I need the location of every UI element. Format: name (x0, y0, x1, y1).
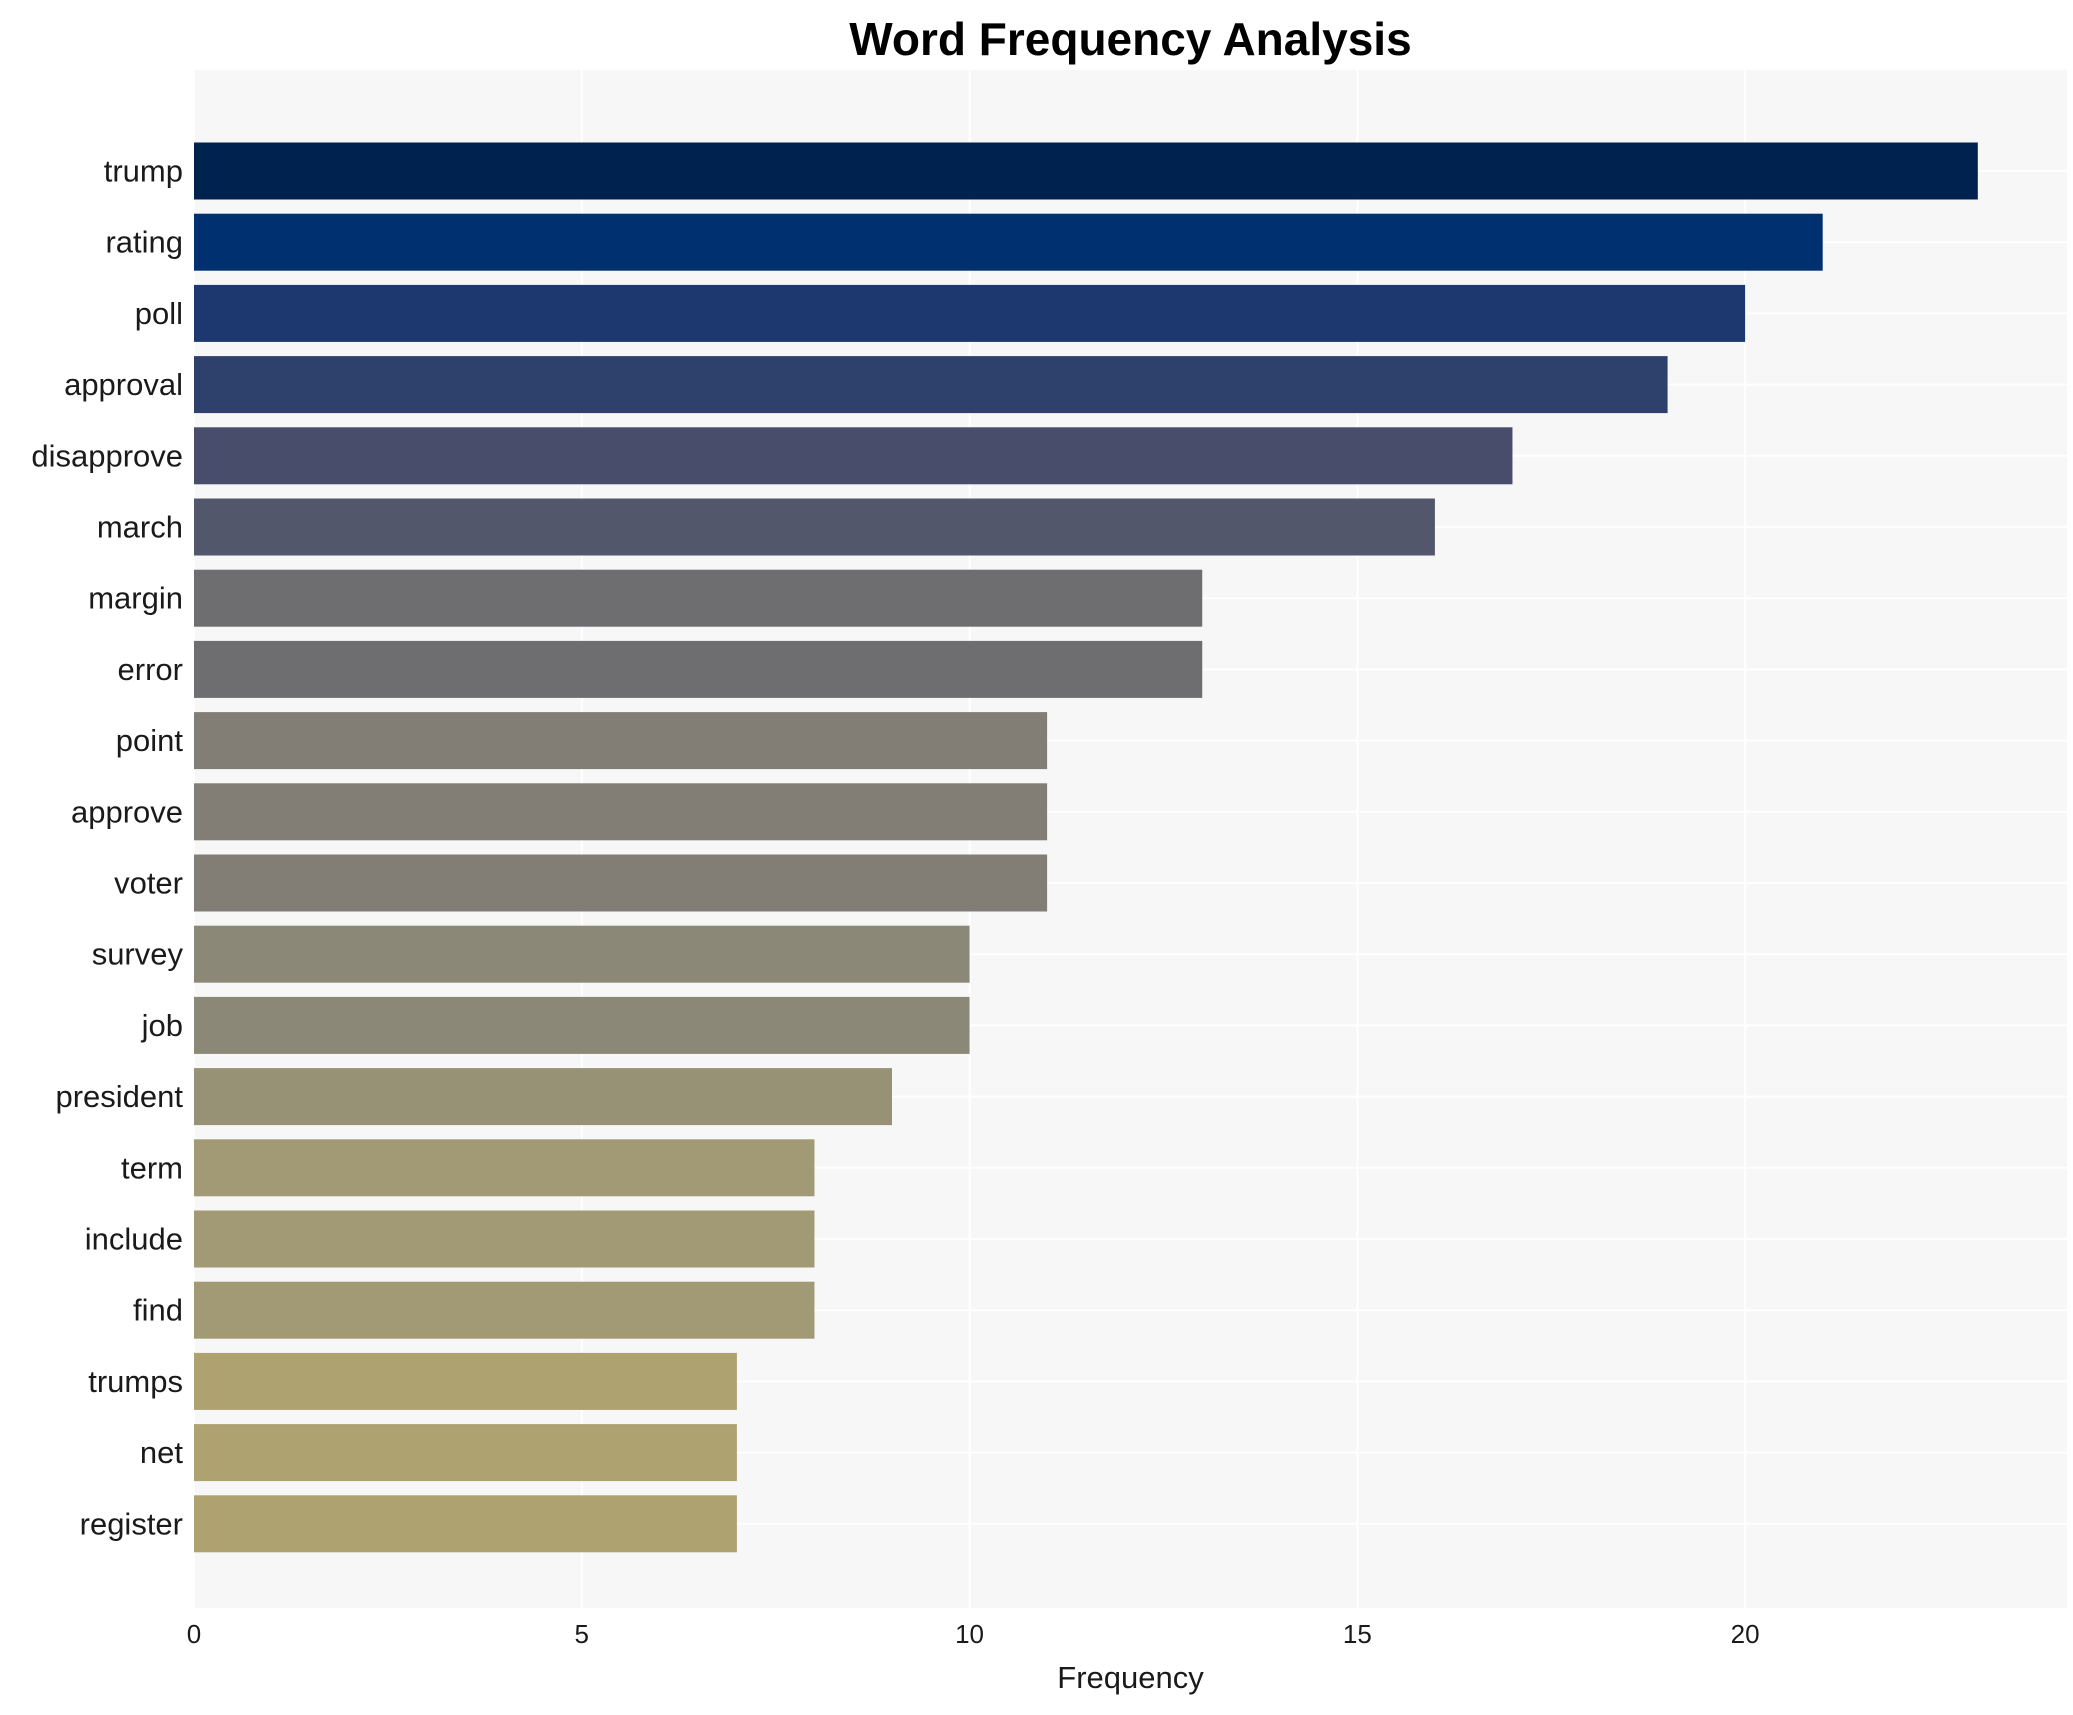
category-label-poll: poll (135, 296, 183, 331)
category-labels: trump rating poll approval disapprove march ma… (31, 154, 183, 1542)
bar-include (194, 1210, 815, 1268)
category-label-approve: approve (71, 794, 183, 829)
bar-poll (194, 284, 1746, 342)
bar-term (194, 1139, 815, 1197)
x-tick-label: 20 (1731, 1619, 1760, 1649)
bar-job (194, 996, 970, 1054)
bar-approval (194, 356, 1668, 414)
bar-disapprove (194, 427, 1513, 485)
category-label-march: march (97, 510, 183, 545)
category-label-voter: voter (114, 866, 183, 901)
bar-trumps (194, 1352, 737, 1410)
category-label-register: register (80, 1506, 183, 1541)
category-label-term: term (121, 1150, 183, 1185)
bar-trump (194, 142, 1978, 200)
x-tick-label: 10 (955, 1619, 984, 1649)
category-label-rating: rating (105, 225, 183, 260)
bars (194, 142, 1978, 1553)
category-label-survey: survey (92, 937, 184, 972)
category-label-point: point (116, 723, 184, 758)
category-label-error: error (118, 652, 183, 687)
category-label-trump: trump (104, 154, 183, 189)
bar-point (194, 712, 1048, 770)
bar-march (194, 498, 1435, 556)
bar-approve (194, 783, 1048, 841)
chart-title: Word Frequency Analysis (849, 13, 1411, 65)
bar-voter (194, 854, 1048, 912)
x-tick-labels: 0 5 10 15 20 (187, 1619, 1760, 1649)
category-label-margin: margin (88, 581, 183, 616)
category-label-president: president (55, 1079, 183, 1114)
bar-survey (194, 925, 970, 983)
bar-error (194, 640, 1203, 698)
x-tick-label: 15 (1343, 1619, 1372, 1649)
bar-margin (194, 569, 1203, 627)
x-tick-label: 0 (187, 1619, 201, 1649)
category-label-net: net (140, 1435, 183, 1470)
bar-president (194, 1068, 893, 1126)
category-label-trumps: trumps (88, 1364, 183, 1399)
category-label-include: include (85, 1222, 183, 1257)
bar-rating (194, 213, 1823, 271)
bar-find (194, 1281, 815, 1339)
x-axis-label: Frequency (1057, 1660, 1204, 1695)
bar-register (194, 1495, 737, 1553)
category-label-approval: approval (64, 367, 183, 402)
category-label-find: find (133, 1293, 183, 1328)
category-label-job: job (141, 1008, 183, 1043)
bar-net (194, 1424, 737, 1482)
x-tick-label: 5 (575, 1619, 589, 1649)
category-label-disapprove: disapprove (31, 438, 183, 473)
